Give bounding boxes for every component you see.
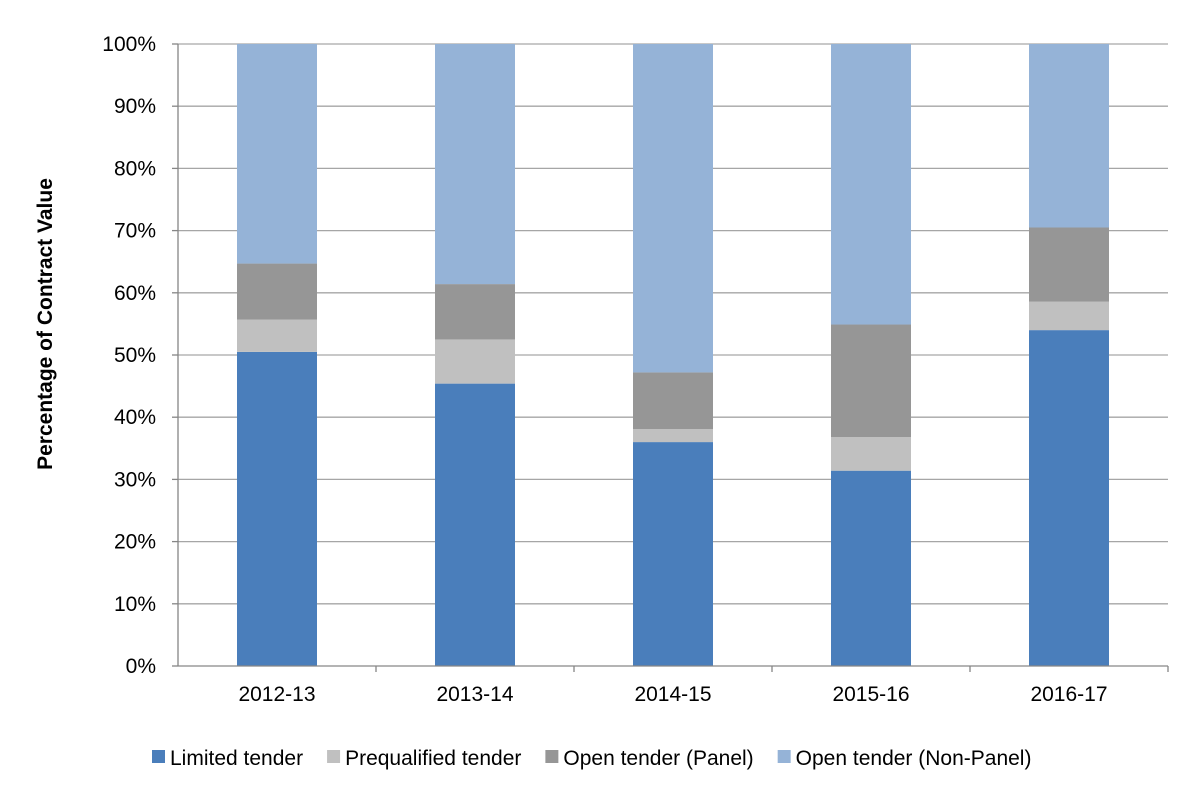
x-tick-label: 2012-13: [238, 683, 315, 706]
y-tick-label: 70%: [114, 220, 156, 243]
bar-segment: [237, 351, 317, 666]
bar-segment: [633, 442, 713, 666]
x-tick-label: 2015-16: [832, 683, 909, 706]
y-tick-label: 60%: [114, 282, 156, 305]
legend-swatch: [545, 750, 559, 763]
legend-swatch: [327, 750, 341, 763]
legend-swatch: [152, 750, 165, 763]
y-tick-label: 80%: [114, 157, 156, 180]
legend-label: Open tender (Non-Panel): [796, 747, 1032, 770]
bar-segment: [1029, 301, 1109, 331]
bar-segment: [633, 44, 713, 373]
x-tick-label: 2014-15: [634, 683, 711, 706]
bar-segment: [633, 372, 713, 430]
bar-segment: [633, 429, 713, 443]
legend-label: Limited tender: [170, 747, 303, 770]
y-axis-title: Percentage of Contract Value: [34, 178, 57, 470]
bar-segment: [1029, 330, 1109, 666]
bars: [237, 44, 1109, 666]
bar-segment: [435, 44, 515, 285]
bar-segment: [831, 324, 911, 438]
bar-segment: [1029, 227, 1109, 302]
x-tick-label: 2016-17: [1030, 683, 1107, 706]
y-tick-label: 100%: [102, 33, 156, 56]
x-tick-labels: 2012-13 2013-14 2014-15 2015-16 2016-17: [238, 683, 1107, 706]
bar-segment: [831, 44, 911, 325]
bar-segment: [237, 44, 317, 264]
x-tick-label: 2013-14: [436, 683, 513, 706]
bar-segment: [435, 339, 515, 384]
bar-segment: [237, 263, 317, 320]
axes: [172, 43, 1169, 672]
bar-segment: [435, 284, 515, 340]
y-tick-labels: 0% 10% 20% 30% 40% 50% 60% 70% 80% 90% 100%: [102, 33, 156, 678]
y-tick-label: 40%: [114, 406, 156, 429]
y-tick-label: 90%: [114, 95, 156, 118]
legend-label: Prequalified tender: [345, 747, 521, 770]
y-tick-label: 50%: [114, 344, 156, 367]
bar-segment: [237, 319, 317, 352]
bar-segment: [831, 470, 911, 666]
y-tick-label: 0%: [126, 655, 156, 678]
legend: Limited tender Prequalified tender Open te…: [152, 747, 1031, 770]
legend-swatch: [777, 750, 791, 763]
y-tick-label: 30%: [114, 468, 156, 491]
y-tick-label: 10%: [114, 593, 156, 616]
bar-segment: [1029, 44, 1109, 228]
bar-segment: [831, 437, 911, 471]
legend-label: Open tender (Panel): [563, 747, 753, 770]
y-tick-label: 20%: [114, 531, 156, 554]
bar-segment: [435, 383, 515, 666]
